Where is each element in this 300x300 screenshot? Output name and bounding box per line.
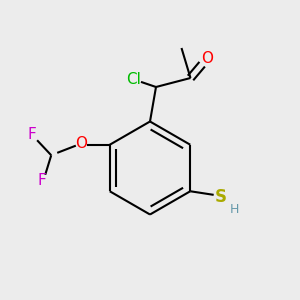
- Text: Cl: Cl: [126, 72, 141, 87]
- Text: F: F: [38, 173, 46, 188]
- Text: S: S: [214, 188, 226, 206]
- Text: O: O: [201, 51, 213, 66]
- Text: F: F: [27, 127, 36, 142]
- Text: H: H: [230, 203, 239, 216]
- Text: O: O: [75, 136, 87, 151]
